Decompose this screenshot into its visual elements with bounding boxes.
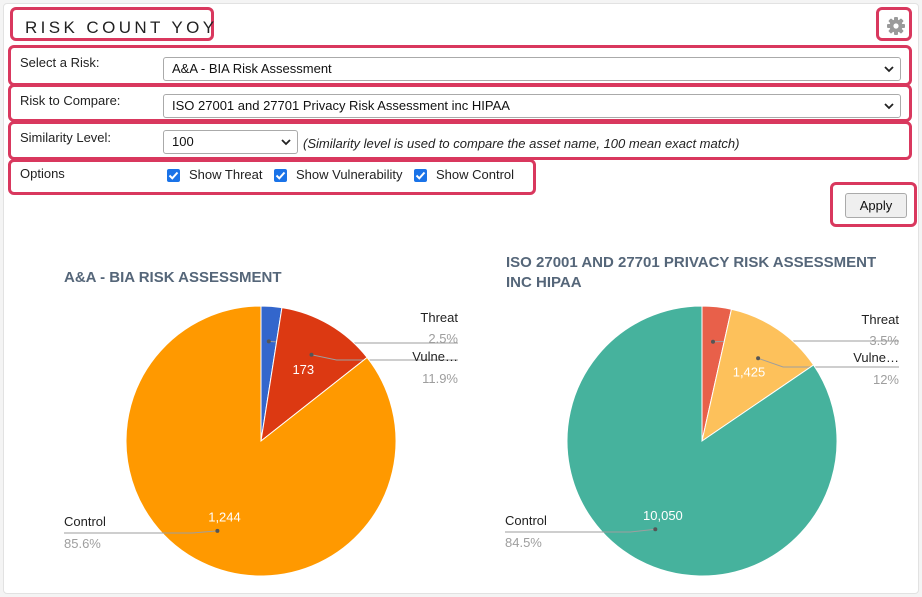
apply-button[interactable]: Apply: [845, 193, 907, 218]
show-control-checkbox[interactable]: [414, 169, 427, 182]
gear-icon[interactable]: [886, 16, 906, 36]
chart-2-leader-line: [757, 357, 899, 368]
options-highlight: [8, 159, 536, 195]
chart-2-leader-dot: [756, 356, 761, 361]
settings-highlight: [876, 7, 912, 41]
chart-2-leader-line: [505, 528, 656, 533]
chart-2-legend-name: Control: [505, 513, 547, 528]
chart-1-slice-control: [125, 305, 397, 577]
chart-2-leader-dot: [653, 527, 658, 532]
chart-1-title: A&A - BIA RISK ASSESSMENT: [64, 269, 282, 286]
similarity-highlight: [8, 121, 912, 160]
chart-2-title-line-2: INC HIPAA: [506, 274, 582, 291]
compare-risk-dropdown[interactable]: ISO 27001 and 27701 Privacy Risk Assessm…: [163, 94, 901, 118]
chart-1-leader-dot: [266, 339, 271, 344]
chart-2-value-label: 10,050: [643, 508, 683, 523]
show-control-label[interactable]: Show Control: [436, 167, 515, 182]
title-highlight: [10, 7, 214, 41]
chart-1-value-label: 173: [292, 362, 314, 377]
select-risk-label: Select a Risk:: [20, 55, 100, 70]
select-risk-value: A&A - BIA Risk Assessment: [172, 61, 332, 76]
chart-2-value-label: 1,425: [733, 365, 766, 380]
chart-2-title: ISO 27001 AND 27701 PRIVACY RISK ASSESSM…: [506, 253, 876, 293]
show-threat-checkbox[interactable]: [167, 169, 180, 182]
compare-risk-value: ISO 27001 and 27701 Privacy Risk Assessm…: [172, 98, 510, 113]
checkmark-icon: [275, 171, 286, 180]
compare-risk-label: Risk to Compare:: [20, 93, 121, 108]
similarity-label: Similarity Level:: [20, 130, 112, 145]
chart-1-leader-line: [311, 354, 458, 361]
apply-highlight: [830, 182, 917, 227]
chart-1-legend-name: Control: [64, 514, 106, 529]
chart-1-leader-dot: [215, 528, 220, 533]
similarity-dropdown[interactable]: 100: [163, 130, 298, 154]
options-label: Options: [20, 166, 65, 181]
chevron-down-icon: [281, 139, 291, 146]
chart-2-legend-name: Threat: [861, 312, 899, 327]
select-risk-dropdown[interactable]: A&A - BIA Risk Assessment: [163, 57, 901, 81]
show-threat-label[interactable]: Show Threat: [189, 167, 263, 182]
chart-2-slice-vulne: [701, 308, 815, 443]
chart-2-legend-pct: 3.5%: [869, 333, 899, 348]
chart-2-title-line-1: ISO 27001 AND 27701 PRIVACY RISK ASSESSM…: [506, 254, 877, 271]
chart-1-legend-pct: 85.6%: [64, 536, 101, 551]
chart-2-leader-dot: [711, 339, 715, 344]
page-title: RISK COUNT YOY: [25, 18, 218, 37]
chart-1-slice-vulne: [260, 307, 368, 443]
checkmark-icon: [168, 171, 179, 180]
show-vulnerability-checkbox[interactable]: [274, 169, 287, 182]
chart-1-leader-dot: [309, 352, 314, 357]
checkmark-icon: [415, 171, 426, 180]
compare-risk-highlight: [8, 84, 912, 122]
similarity-note: (Similarity level is used to compare the…: [303, 136, 740, 151]
chart-2-legend-pct: 12%: [873, 372, 899, 387]
chart-1-legend-pct: 11.9%: [422, 371, 458, 386]
chart-2-legend-name: Vulne…: [853, 350, 899, 365]
chart-1-value-label: 1,244: [208, 509, 241, 524]
show-vulnerability-label[interactable]: Show Vulnerability: [296, 167, 403, 182]
chart-1-legend-pct: 2.5%: [428, 331, 458, 346]
chart-1-leader-line: [64, 530, 218, 534]
chart-1-legend-name: Vulne…: [412, 349, 458, 364]
similarity-value: 100: [172, 134, 194, 149]
chart-2-legend-pct: 84.5%: [505, 535, 542, 550]
chevron-down-icon: [884, 103, 894, 110]
chart-1-legend-name: Threat: [420, 310, 458, 325]
chart-2-slice-control: [566, 305, 838, 577]
chevron-down-icon: [884, 66, 894, 73]
